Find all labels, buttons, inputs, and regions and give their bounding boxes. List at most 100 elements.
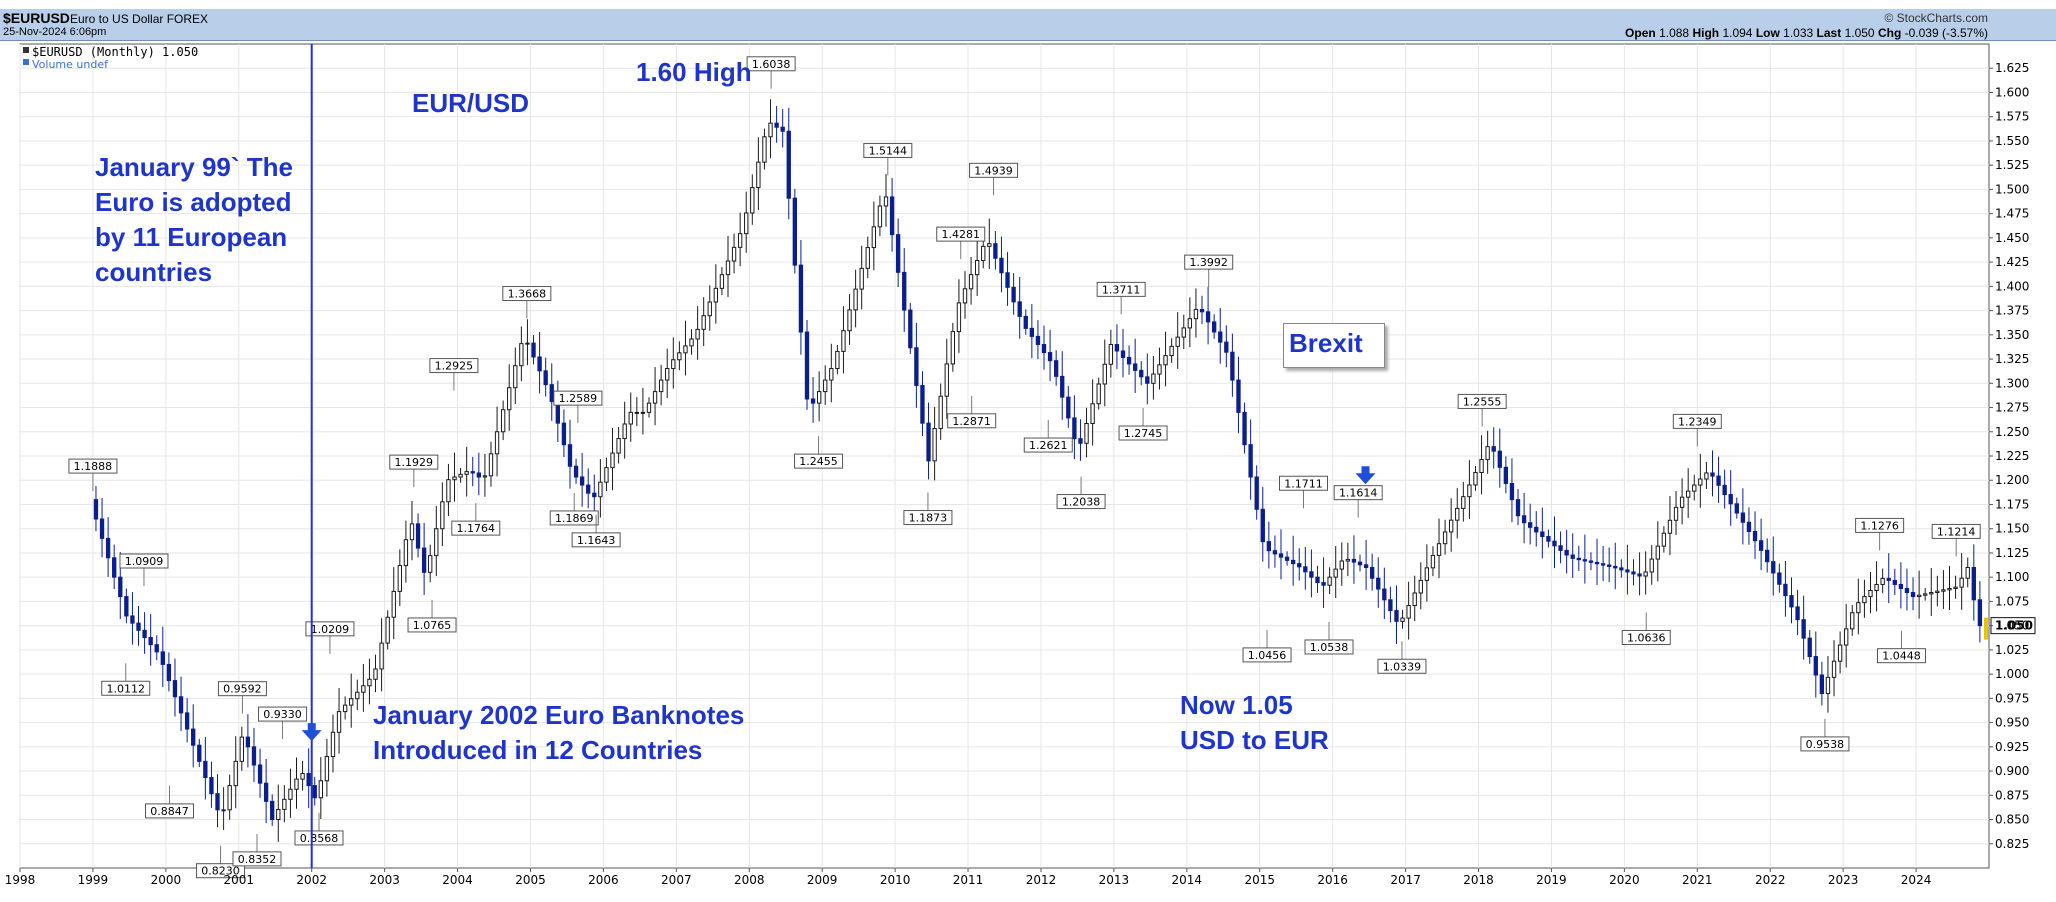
candle-body <box>318 780 323 799</box>
y-tick-label: 1.225 <box>1995 449 2029 463</box>
value-label-text: 0.8847 <box>150 805 189 818</box>
symbol-label: $EURUSD <box>3 10 70 26</box>
legend-candle-icon <box>23 47 29 53</box>
candle-body <box>1734 503 1739 514</box>
candle-body <box>1698 478 1703 486</box>
candle-body <box>239 736 244 762</box>
candle-body <box>1813 656 1818 676</box>
y-tick-label: 1.000 <box>1995 667 2029 681</box>
value-label-text: 1.1888 <box>74 460 113 473</box>
y-tick-label: 1.375 <box>1995 304 2029 318</box>
candle-body <box>1272 550 1278 555</box>
annotation-high: 1.60 High <box>636 57 752 87</box>
value-label-box <box>144 803 194 819</box>
last-value-label: 1.050 <box>1995 619 2033 633</box>
y-tick-label: 0.850 <box>1995 813 2029 827</box>
candle-body <box>519 343 524 367</box>
candle-body <box>306 772 311 787</box>
candle-body <box>1041 344 1047 354</box>
value-label-text: 1.1764 <box>457 522 496 535</box>
candle-body <box>1072 417 1077 440</box>
candle-body <box>1953 586 1958 589</box>
candle-body <box>215 793 220 811</box>
candle-body <box>658 379 664 393</box>
candle-body <box>1084 423 1089 444</box>
value-label-box <box>1876 648 1926 664</box>
candle-body <box>1795 606 1800 621</box>
candle-body <box>968 274 974 290</box>
value-label-box <box>258 706 308 722</box>
candle-body <box>470 471 475 474</box>
value-label-box <box>217 681 267 697</box>
value-label-box <box>1621 629 1671 645</box>
candle-body <box>1388 599 1393 612</box>
candle-body <box>1473 471 1478 486</box>
candle-body <box>628 411 633 425</box>
candle-body <box>1479 459 1484 473</box>
candle-body <box>1661 532 1667 547</box>
down-arrow-icon <box>301 723 322 742</box>
candle-body <box>1139 369 1144 378</box>
candle-body <box>944 363 949 397</box>
candle-body <box>488 453 494 477</box>
candle-body <box>500 409 506 433</box>
candle-body <box>895 234 901 273</box>
candle-body <box>579 476 585 486</box>
value-label-box <box>1800 736 1850 752</box>
candle-body <box>592 492 597 498</box>
candle-body <box>1224 341 1229 353</box>
y-tick-label: 1.125 <box>1995 546 2029 560</box>
value-label-box <box>1242 647 1292 663</box>
annotation-banknotes: January 2002 Euro Banknotes Introduced i… <box>373 700 745 765</box>
candle-body <box>1777 572 1782 585</box>
value-label-text: 1.0456 <box>1248 649 1287 662</box>
candle-body <box>421 547 427 573</box>
x-tick-label: 2000 <box>151 873 182 887</box>
candle-body <box>1090 403 1095 425</box>
x-tick-label: 2008 <box>734 873 765 887</box>
candle-body <box>877 205 883 228</box>
candle-body <box>1467 484 1472 498</box>
candle-body <box>1965 566 1970 579</box>
candle-body <box>1929 592 1934 595</box>
candle-body <box>184 712 190 730</box>
candle-body <box>835 350 840 370</box>
candle-body <box>987 243 992 247</box>
value-label-box <box>232 851 282 867</box>
candle-body <box>956 302 962 333</box>
last-label: Last <box>1816 26 1842 40</box>
candle-body <box>446 479 451 503</box>
candle-body <box>1923 593 1928 596</box>
candle-body <box>683 345 688 354</box>
value-label-text: 1.4281 <box>941 228 980 241</box>
candle-body <box>610 452 615 469</box>
value-label-text: 1.6038 <box>752 58 791 71</box>
value-label-text: 0.8230 <box>201 865 240 878</box>
candle-body <box>397 565 402 592</box>
candle-body <box>1783 583 1788 597</box>
value-label-text: 1.0339 <box>1383 660 1422 673</box>
candle-body <box>1637 573 1642 577</box>
candle-body <box>1035 335 1041 346</box>
value-label-box <box>101 680 151 696</box>
candle-body <box>294 778 299 790</box>
candle-body <box>276 808 281 821</box>
candle-body <box>780 126 785 132</box>
candle-body <box>1376 577 1381 590</box>
candle-body <box>1552 540 1557 547</box>
value-label-text: 1.2589 <box>559 392 598 405</box>
x-tick-label: 2020 <box>1609 873 1640 887</box>
value-label-box <box>305 621 355 637</box>
value-label-box <box>1457 393 1507 409</box>
candle-body <box>950 331 956 365</box>
y-tick-label: 0.900 <box>1995 764 2029 778</box>
value-label-text: 1.1614 <box>1339 487 1378 500</box>
y-tick-label: 1.050 <box>1995 619 2029 633</box>
candle-body <box>1704 472 1709 480</box>
candle-body <box>792 197 798 266</box>
candle-body <box>1193 308 1199 320</box>
candle-body <box>1679 496 1685 508</box>
candle-body <box>1710 472 1715 477</box>
x-tick-label: 2017 <box>1390 873 1421 887</box>
candle-body <box>567 444 573 467</box>
